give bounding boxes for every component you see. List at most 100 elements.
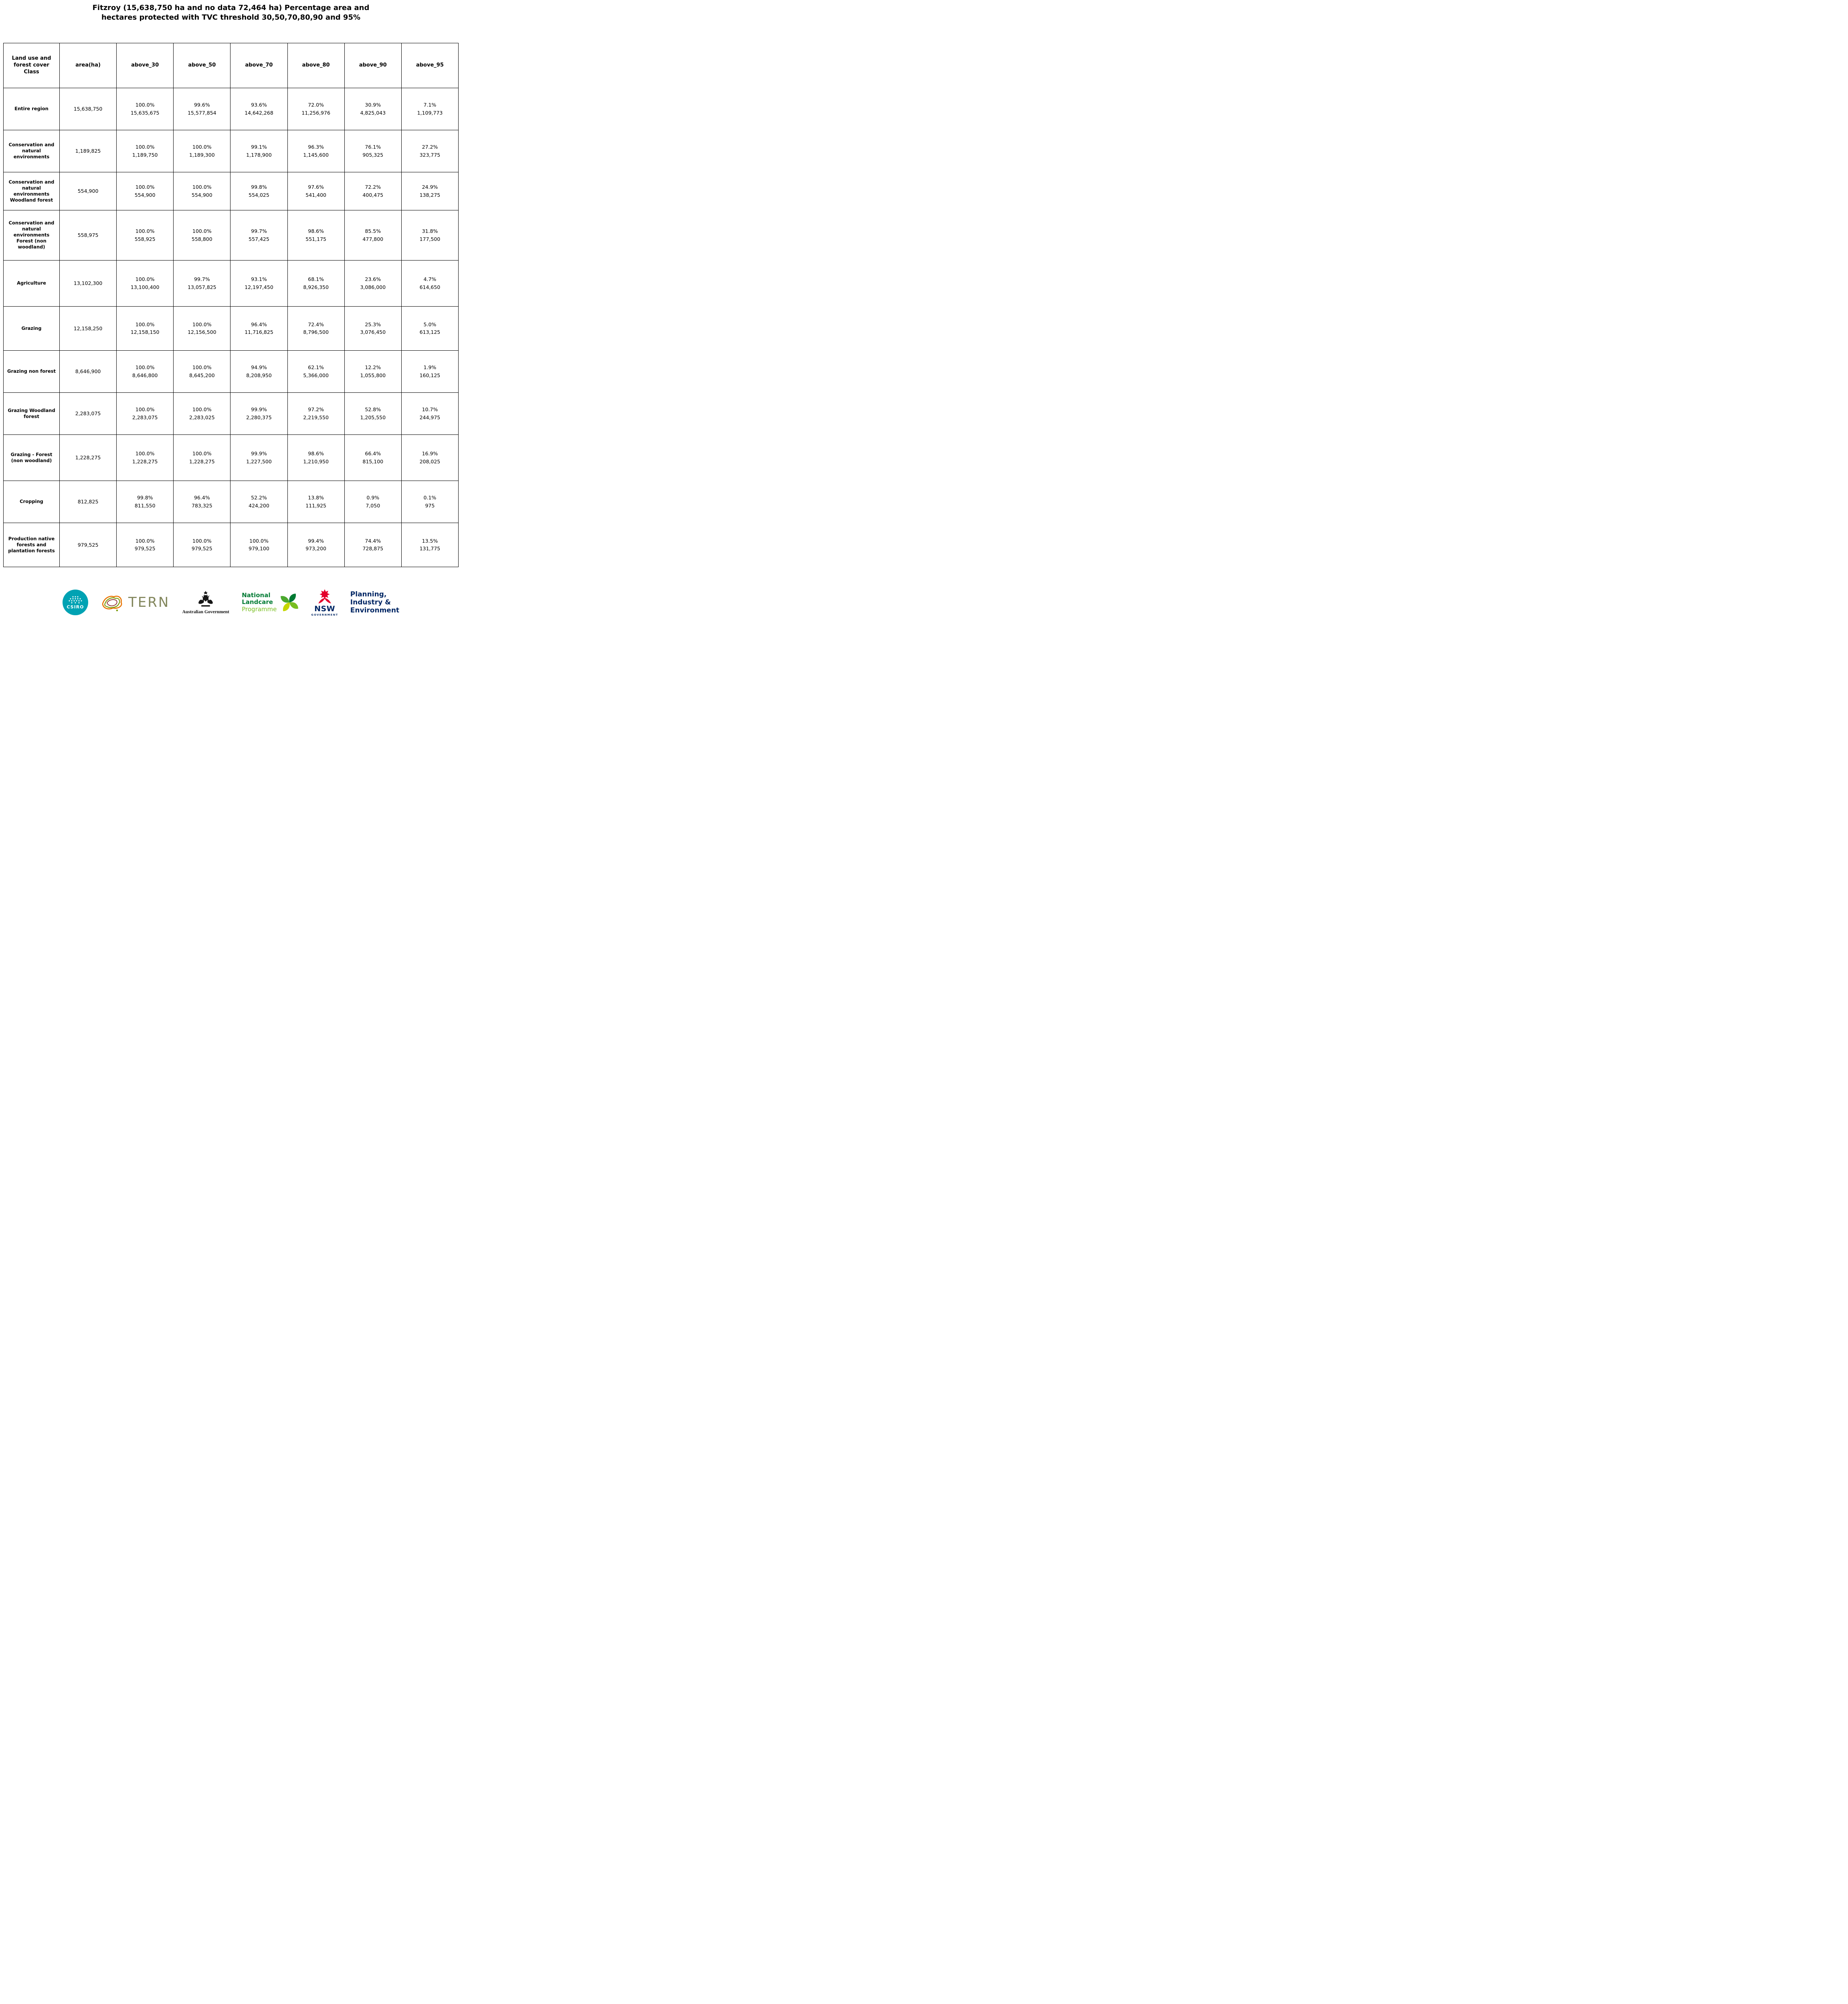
page-title: Fitzroy (15,638,750 ha and no data 72,46… [0, 0, 462, 23]
value-cell: 52.2% 424,200 [230, 480, 288, 523]
hectares-value: 979,525 [192, 545, 212, 552]
hectares-value: 12,158,150 [130, 329, 160, 335]
area-cell: 15,638,750 [59, 87, 117, 130]
value-cell: 52.8% 1,205,550 [344, 392, 402, 435]
percent-value: 100.0% [135, 184, 155, 190]
landcare-line2: Landcare [242, 598, 273, 606]
row-label: Conservation and natural environments [3, 129, 60, 172]
hectares-value: 160,125 [419, 372, 441, 378]
value-cell: 99.7% 557,425 [230, 210, 288, 261]
hectares-value: 905,325 [362, 152, 384, 158]
area-cell: 12,158,250 [59, 306, 117, 351]
percent-value: 99.8% [137, 495, 153, 501]
hectares-value: 554,900 [192, 192, 212, 198]
percent-value: 93.1% [251, 276, 267, 283]
percent-value: 27.2% [422, 144, 438, 150]
column-header-areaha: area(ha) [59, 42, 117, 88]
hectares-value: 1,055,800 [360, 372, 386, 378]
hectares-value: 551,175 [305, 236, 326, 242]
area-cell: 812,825 [59, 480, 117, 523]
hectares-value: 208,025 [419, 458, 441, 465]
value-cell: 99.1% 1,178,900 [230, 129, 288, 172]
column-header-above_70: above_70 [230, 42, 288, 88]
value-cell: 99.8% 554,025 [230, 172, 288, 210]
percent-value: 100.0% [135, 102, 155, 108]
hectares-value: 15,635,675 [130, 109, 160, 116]
value-cell: 94.9% 8,208,950 [230, 350, 288, 393]
percent-value: 100.0% [192, 144, 212, 150]
table-row: Grazing 12,158,250 100.0% 12,158,150 100.0% 1… [3, 306, 459, 351]
header-row: Land use and forest cover Class area(ha) a… [3, 42, 459, 88]
hectares-value: 1,109,773 [417, 109, 443, 116]
percent-value: 99.8% [251, 184, 267, 190]
hectares-value: 1,210,950 [303, 458, 329, 465]
hectares-value: 1,189,750 [132, 152, 158, 158]
value-cell: 85.5% 477,800 [344, 210, 402, 261]
percent-value: 62.1% [308, 364, 324, 371]
percent-value: 98.6% [308, 228, 324, 234]
value-cell: 7.1% 1,109,773 [401, 87, 459, 130]
percent-value: 99.7% [194, 276, 210, 283]
table-row: Cropping 812,825 99.8% 811,550 96.4% 783,325 5… [3, 480, 459, 523]
column-header-above_90: above_90 [344, 42, 402, 88]
percent-value: 23.6% [365, 276, 381, 283]
hectares-value: 8,646,800 [132, 372, 158, 378]
hectares-value: 3,076,450 [360, 329, 386, 335]
dpie-line3: Environment [350, 606, 400, 615]
hectares-value: 7,050 [366, 502, 380, 509]
logo-strip: CSIRO TERN Austral [0, 589, 462, 616]
percent-value: 76.1% [365, 144, 381, 150]
percent-value: 100.0% [192, 228, 212, 234]
value-cell: 99.6% 15,577,854 [173, 87, 231, 130]
hectares-value: 13,057,825 [188, 284, 216, 290]
row-label: Agriculture [3, 260, 60, 307]
nsw-government-label: GOVERNMENT [311, 613, 338, 616]
value-cell: 100.0% 979,100 [230, 522, 288, 567]
tern-wordmark: TERN [128, 594, 170, 611]
percent-value: 30.9% [365, 102, 381, 108]
percent-value: 97.2% [308, 406, 324, 413]
hectares-value: 111,925 [305, 502, 326, 509]
dpie-line2: Industry & [350, 598, 391, 606]
dpie-logo: Planning, Industry & Environment [350, 590, 399, 615]
value-cell: 66.4% 815,100 [344, 434, 402, 481]
percent-value: 100.0% [192, 537, 212, 544]
percent-value: 85.5% [365, 228, 381, 234]
percent-value: 98.6% [308, 450, 324, 457]
percent-value: 99.6% [194, 102, 210, 108]
report-page: Fitzroy (15,638,750 ha and no data 72,46… [0, 0, 462, 640]
value-cell: 74.4% 728,875 [344, 522, 402, 567]
hectares-value: 11,256,976 [301, 109, 330, 116]
percent-value: 100.0% [192, 321, 212, 327]
value-cell: 96.3% 1,145,600 [287, 129, 345, 172]
percent-value: 4.7% [423, 276, 437, 283]
area-cell: 979,525 [59, 522, 117, 567]
percent-value: 100.0% [135, 537, 155, 544]
australia-scribble-icon [102, 596, 122, 612]
percent-value: 99.4% [308, 537, 324, 544]
hectares-value: 131,775 [419, 545, 441, 552]
percent-value: 12.2% [365, 364, 381, 371]
percent-value: 7.1% [423, 102, 437, 108]
hectares-value: 424,200 [249, 502, 269, 509]
australian-government-logo: Australian Government [182, 590, 230, 614]
percent-value: 100.0% [192, 406, 212, 413]
row-label: Grazing - Forest (non woodland) [3, 434, 60, 481]
hectares-value: 244,975 [419, 414, 441, 420]
hectares-value: 541,400 [305, 192, 326, 198]
value-cell: 23.6% 3,086,000 [344, 260, 402, 307]
value-cell: 100.0% 554,900 [116, 172, 174, 210]
hectares-value: 554,025 [249, 192, 269, 198]
hectares-value: 1,227,500 [246, 458, 272, 465]
value-cell: 68.1% 8,926,350 [287, 260, 345, 307]
value-cell: 31.8% 177,500 [401, 210, 459, 261]
page-title-line1: Fitzroy (15,638,750 ha and no data 72,46… [92, 4, 370, 12]
table-row: Grazing - Forest (non woodland) 1,228,275… [3, 434, 459, 481]
column-header-above_50: above_50 [173, 42, 231, 88]
row-label: Conservation and natural environments Wo… [3, 172, 60, 210]
hectares-value: 177,500 [419, 236, 441, 242]
percent-value: 72.4% [308, 321, 324, 327]
value-cell: 62.1% 5,366,000 [287, 350, 345, 393]
hectares-value: 11,716,825 [245, 329, 273, 335]
percent-value: 13.8% [308, 495, 324, 501]
